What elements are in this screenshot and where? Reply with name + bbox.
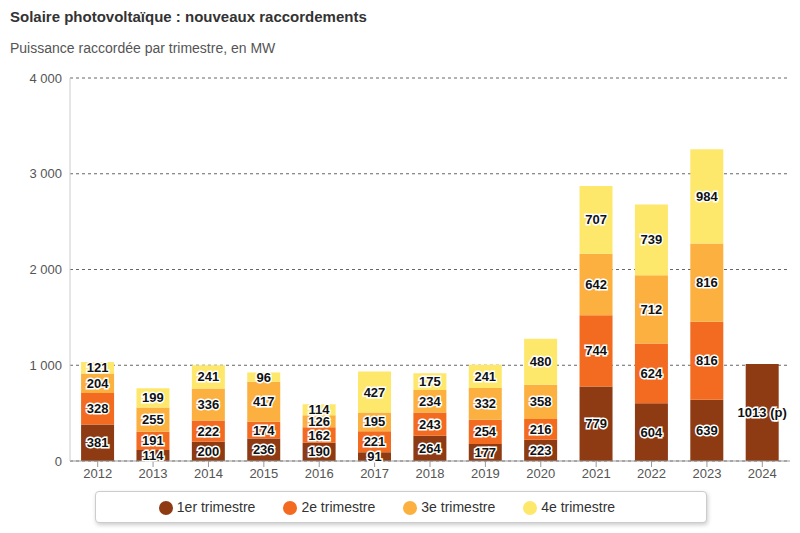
svg-text:175: 175 [419, 374, 441, 389]
svg-text:3 000: 3 000 [29, 166, 62, 181]
svg-text:114: 114 [309, 402, 331, 417]
svg-text:221: 221 [364, 434, 386, 449]
svg-text:204: 204 [87, 376, 109, 391]
svg-text:96: 96 [256, 370, 270, 385]
svg-text:4 000: 4 000 [29, 71, 62, 86]
svg-text:2020: 2020 [526, 466, 555, 481]
svg-text:739: 739 [641, 232, 663, 247]
svg-text:2018: 2018 [416, 466, 445, 481]
svg-text:2019: 2019 [471, 466, 500, 481]
svg-text:2013: 2013 [139, 466, 168, 481]
svg-text:121: 121 [87, 360, 109, 375]
svg-text:243: 243 [419, 417, 441, 432]
svg-text:2014: 2014 [194, 466, 223, 481]
svg-text:417: 417 [253, 394, 275, 409]
html-text:1er trimestre: 1er trimestre [176, 499, 256, 515]
svg-text:816: 816 [696, 275, 718, 290]
svg-text:223: 223 [530, 443, 552, 458]
svg-text:984: 984 [696, 189, 718, 204]
svg-text:816: 816 [696, 353, 718, 368]
svg-text:779: 779 [585, 416, 607, 431]
svg-text:190: 190 [308, 444, 330, 459]
svg-text:604: 604 [641, 425, 663, 440]
svg-text:707: 707 [585, 212, 607, 227]
svg-text:222: 222 [197, 424, 219, 439]
svg-text:2 000: 2 000 [29, 262, 62, 277]
svg-text:114: 114 [142, 448, 164, 463]
svg-text:480: 480 [530, 354, 552, 369]
svg-text:427: 427 [364, 385, 386, 400]
svg-text:1 000: 1 000 [29, 358, 62, 373]
svg-text:712: 712 [641, 302, 663, 317]
svg-text:255: 255 [142, 412, 164, 427]
svg-text:639: 639 [696, 423, 718, 438]
svg-text:0: 0 [55, 454, 62, 469]
svg-text:1013 (p): 1013 (p) [738, 405, 787, 420]
svg-text:241: 241 [474, 369, 496, 384]
html-text:2e trimestre: 2e trimestre [301, 499, 376, 515]
html-text:Solaire photovoltaïque : nouve: Solaire photovoltaïque : nouveaux raccor… [10, 8, 367, 25]
html-text:Puissance raccordée par trimes: Puissance raccordée par trimestre, en MW [10, 40, 276, 56]
svg-text:2012: 2012 [83, 466, 112, 481]
svg-text:744: 744 [585, 343, 607, 358]
svg-text:2017: 2017 [360, 466, 389, 481]
svg-text:174: 174 [253, 423, 275, 438]
svg-text:195: 195 [364, 414, 386, 429]
svg-text:236: 236 [253, 442, 275, 457]
svg-text:328: 328 [87, 401, 109, 416]
svg-text:241: 241 [197, 369, 219, 384]
svg-text:234: 234 [419, 394, 441, 409]
html-text:4e trimestre: 4e trimestre [541, 499, 616, 515]
svg-text:2022: 2022 [637, 466, 666, 481]
svg-text:126: 126 [308, 413, 330, 429]
svg-text:162: 162 [308, 428, 330, 443]
svg-text:2016: 2016 [305, 466, 334, 481]
svg-text:381: 381 [87, 435, 109, 450]
svg-text:191: 191 [142, 433, 164, 448]
svg-text:199: 199 [142, 390, 164, 405]
svg-text:2015: 2015 [249, 466, 278, 481]
svg-text:624: 624 [641, 366, 663, 381]
svg-text:216: 216 [530, 422, 552, 437]
html-text:3e trimestre: 3e trimestre [421, 499, 496, 515]
svg-text:2024: 2024 [748, 466, 777, 481]
svg-text:336: 336 [197, 397, 219, 412]
svg-text:264: 264 [419, 441, 441, 456]
svg-text:2023: 2023 [692, 466, 721, 481]
svg-text:200: 200 [197, 444, 219, 459]
svg-text:2021: 2021 [582, 466, 611, 481]
svg-text:332: 332 [474, 396, 496, 411]
svg-text:358: 358 [530, 394, 552, 409]
svg-text:91: 91 [367, 449, 381, 464]
svg-text:642: 642 [585, 277, 607, 292]
svg-text:177: 177 [474, 445, 496, 460]
svg-text:254: 254 [474, 424, 496, 439]
